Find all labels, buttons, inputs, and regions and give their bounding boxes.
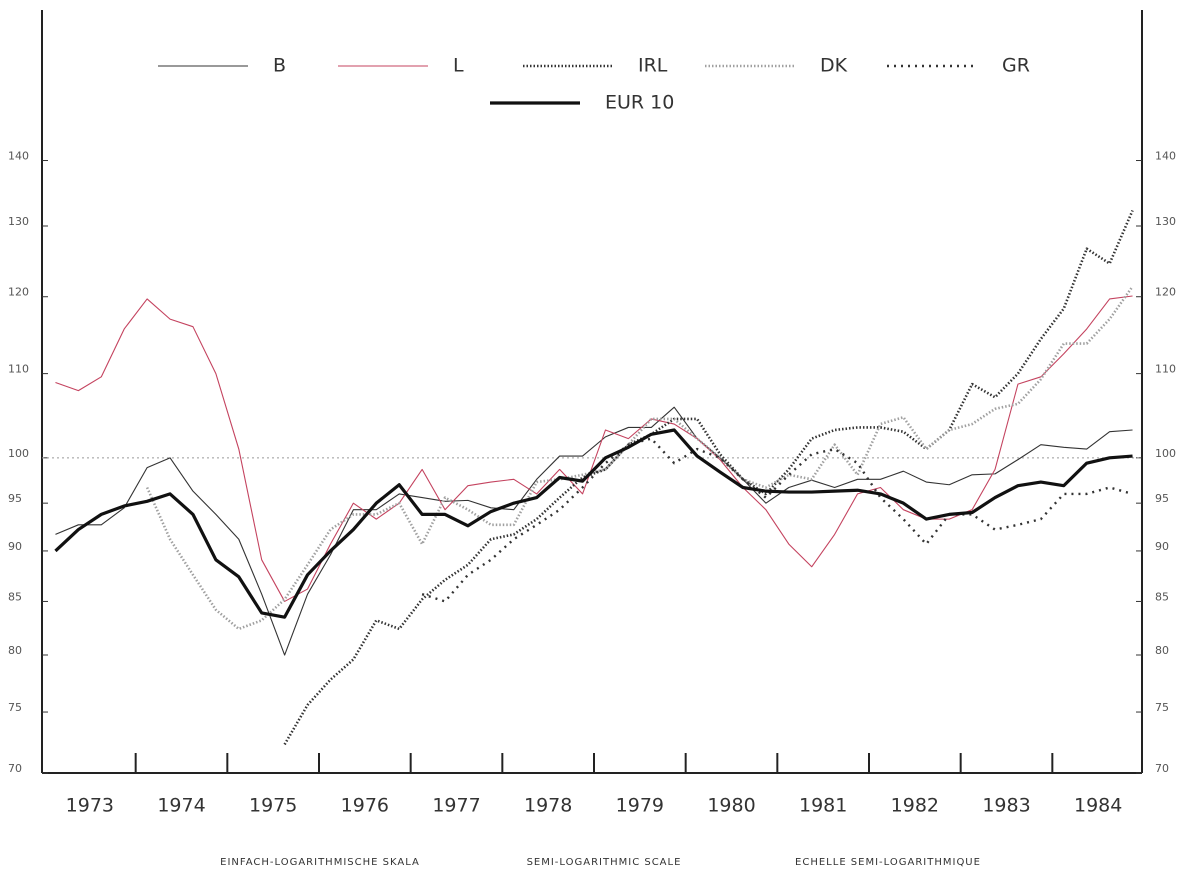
y-tick-label: 100 <box>8 447 29 460</box>
x-tick-label: 1981 <box>799 795 847 817</box>
series-line <box>54 428 1133 619</box>
y-tick-label: 75 <box>1155 701 1169 714</box>
y-tick-label: 140 <box>1155 150 1176 163</box>
legend-label: L <box>453 55 464 77</box>
y-tick-label: 110 <box>1155 363 1176 376</box>
y-tick-label: 80 <box>8 644 22 657</box>
y-tick-label: 130 <box>1155 215 1176 228</box>
y-tick-label: 110 <box>8 363 29 376</box>
y-tick-label: 75 <box>8 701 22 714</box>
y-tick-label: 70 <box>8 762 22 775</box>
x-tick-label: 1980 <box>707 795 755 817</box>
x-tick-label: 1979 <box>616 795 664 817</box>
y-tick-label: 95 <box>1155 492 1169 505</box>
footer-text: ECHELLE SEMI-LOGARITHMIQUE <box>795 857 981 868</box>
x-tick-label: 1984 <box>1074 795 1122 817</box>
x-tick-label: 1974 <box>157 795 205 817</box>
series-line <box>55 295 1133 602</box>
x-tick-label: 1977 <box>432 795 480 817</box>
y-tick-label: 85 <box>1155 590 1169 603</box>
x-tick-label: 1975 <box>249 795 297 817</box>
y-tick-label: 120 <box>1155 286 1176 299</box>
y-tick-label: 90 <box>1155 540 1169 553</box>
footer-text: EINFACH-LOGARITHMISCHE SKALA <box>220 857 420 868</box>
series-line <box>55 406 1133 656</box>
legend-label: IRL <box>638 55 668 77</box>
legend-label: B <box>273 55 286 77</box>
series-line <box>421 437 1133 603</box>
x-tick-label: 1982 <box>891 795 939 817</box>
series-line <box>283 209 1134 746</box>
y-tick-label: 80 <box>1155 644 1169 657</box>
footer-text: SEMI-LOGARITHMIC SCALE <box>527 857 682 868</box>
x-tick-label: 1976 <box>341 795 389 817</box>
y-tick-label: 85 <box>8 590 22 603</box>
y-tick-label: 120 <box>8 286 29 299</box>
y-tick-label: 140 <box>8 150 29 163</box>
y-tick-label: 95 <box>8 492 22 505</box>
y-tick-label: 100 <box>1155 447 1176 460</box>
x-tick-label: 1978 <box>524 795 572 817</box>
y-tick-label: 90 <box>8 540 22 553</box>
legend-label: GR <box>1002 55 1030 77</box>
y-tick-label: 70 <box>1155 762 1169 775</box>
legend-label: EUR 10 <box>605 92 674 114</box>
series-line <box>145 285 1134 631</box>
x-tick-label: 1983 <box>982 795 1030 817</box>
y-tick-label: 130 <box>8 215 29 228</box>
x-tick-label: 1973 <box>66 795 114 817</box>
legend-label: DK <box>820 55 848 77</box>
